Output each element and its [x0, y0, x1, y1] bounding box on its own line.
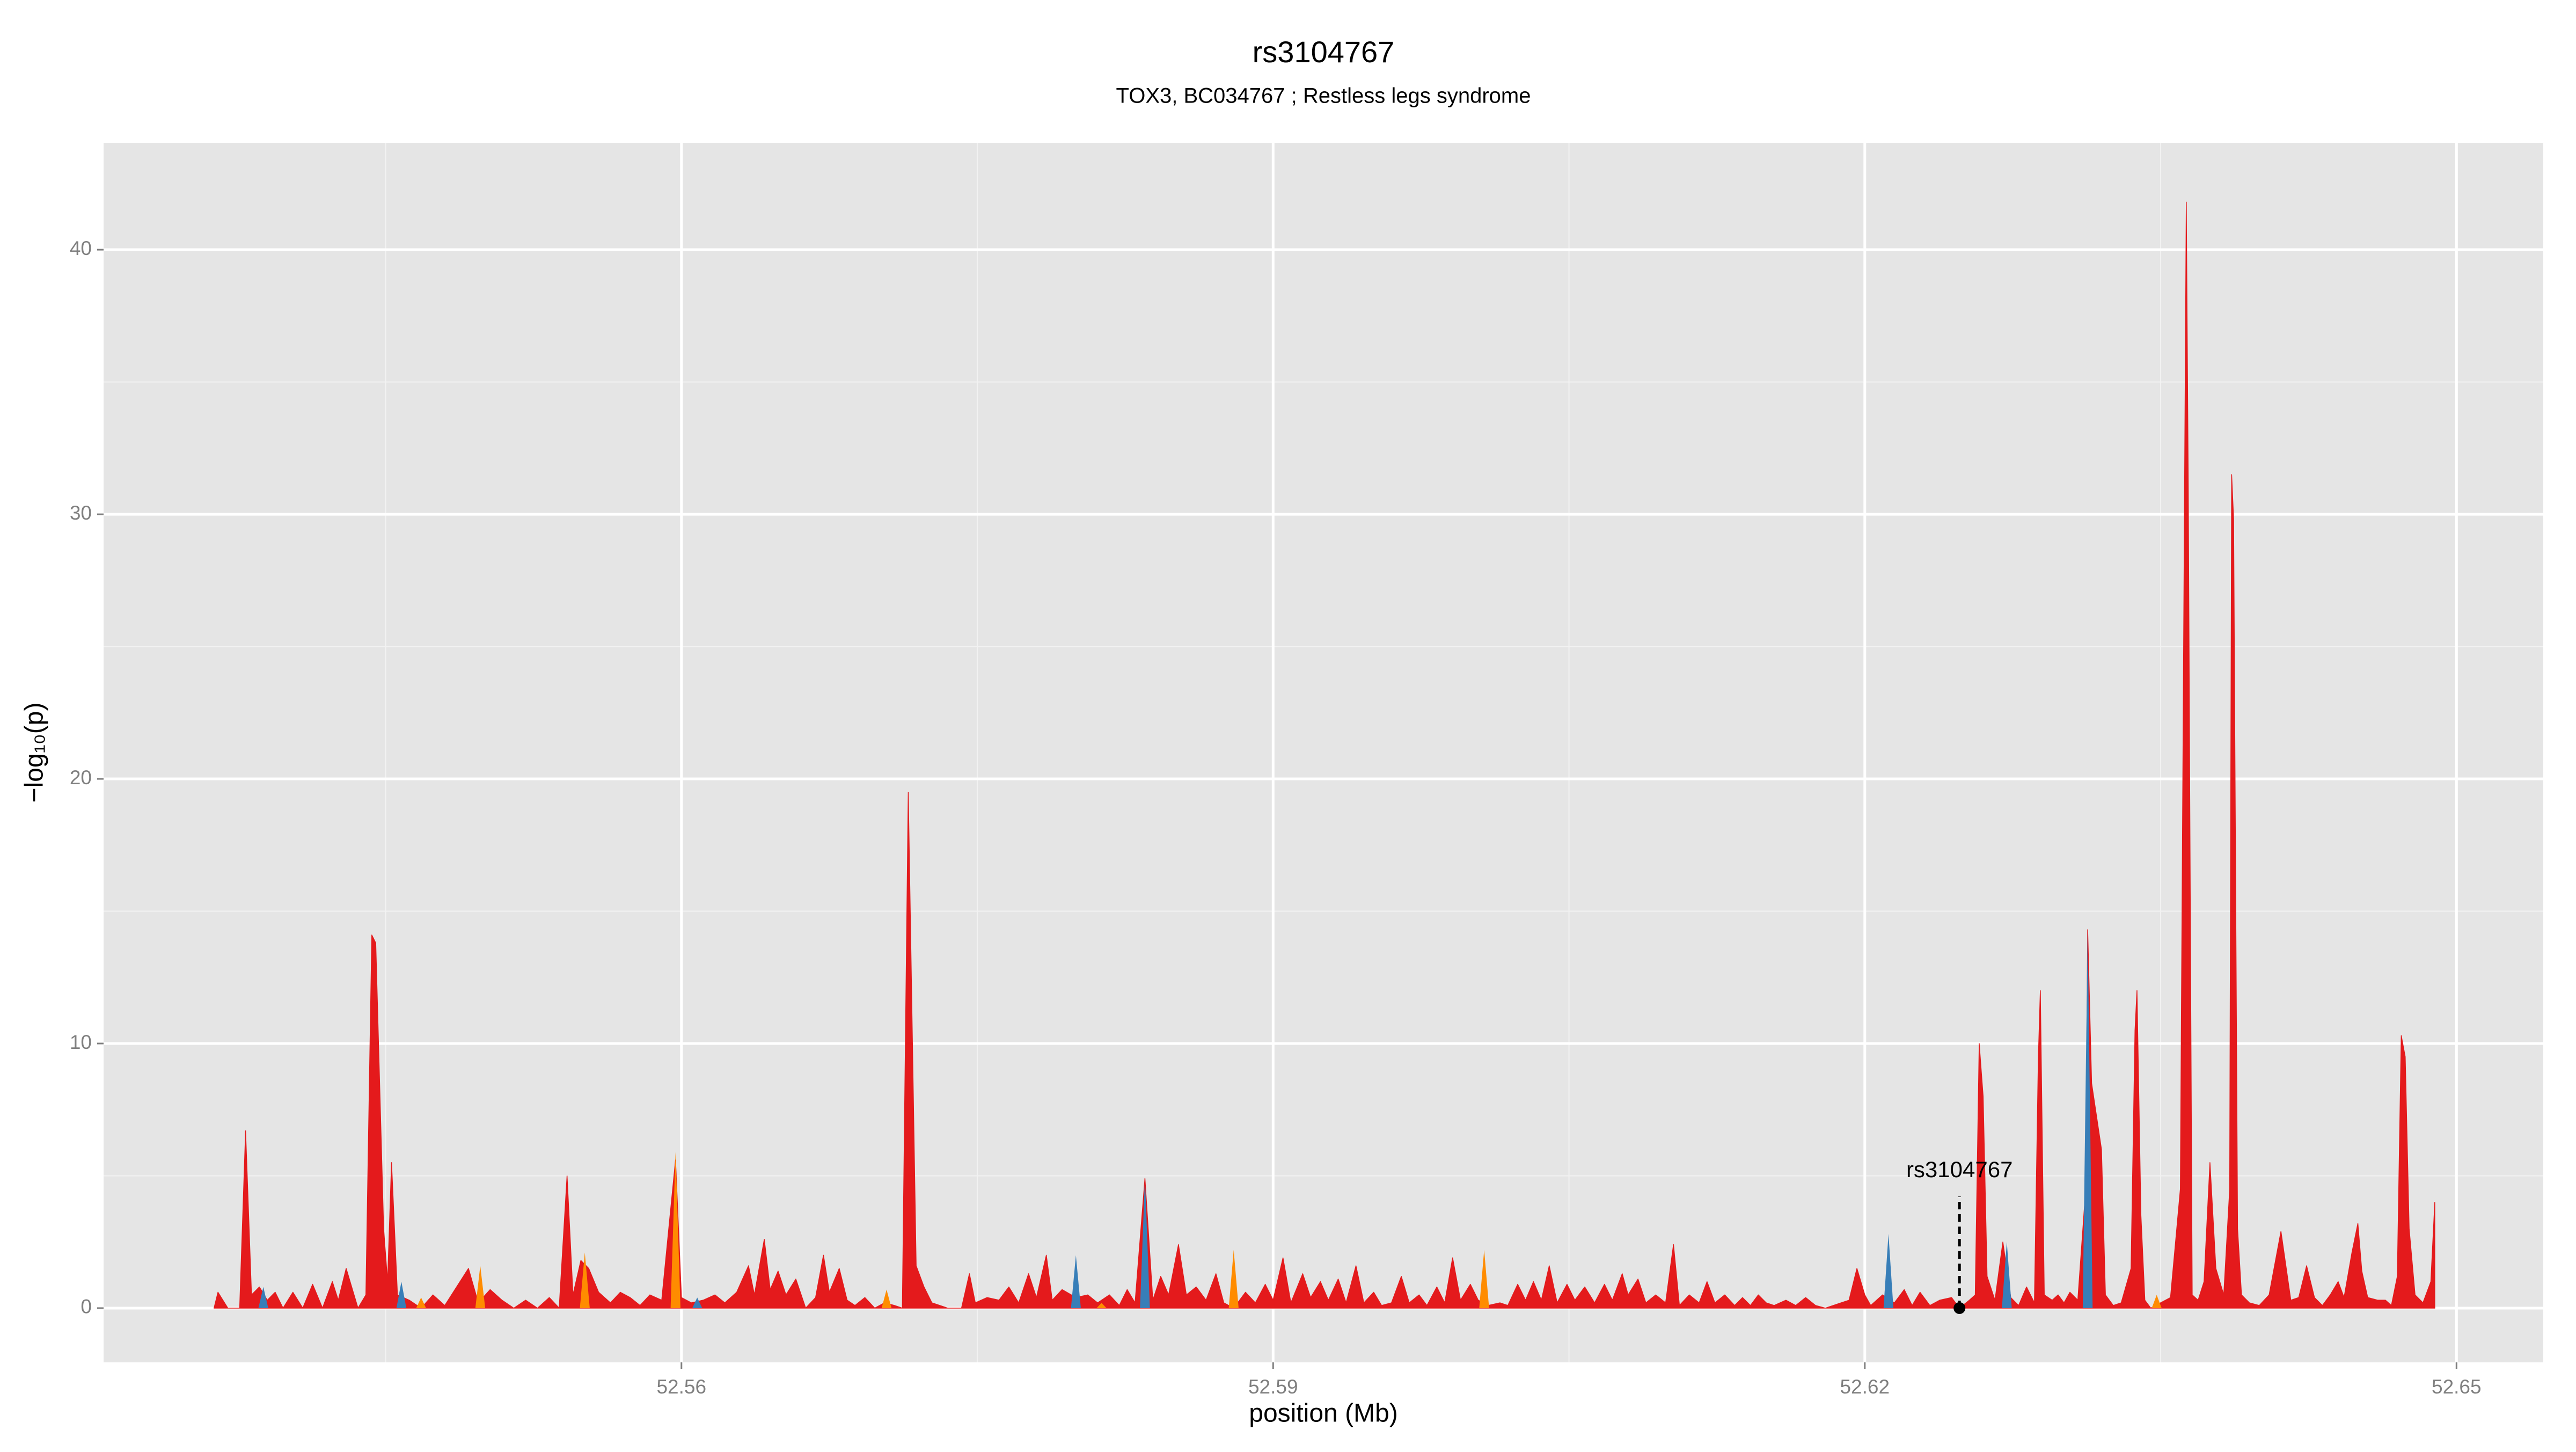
y-tick-label: 30 — [70, 502, 92, 524]
spike — [881, 1289, 892, 1308]
chart-subtitle: TOX3, BC034767 ; Restless legs syndrome — [1116, 84, 1531, 108]
y-tick-label: 0 — [80, 1296, 92, 1318]
spike — [580, 1252, 590, 1308]
x-axis-label: position (Mb) — [1249, 1399, 1397, 1428]
spike — [670, 1152, 680, 1308]
spike — [692, 1297, 702, 1308]
y-axis-label: −log₁₀(p) — [20, 703, 49, 803]
spike — [2151, 1295, 2162, 1308]
spike — [1071, 1255, 1081, 1308]
spike — [396, 1281, 407, 1308]
spike — [1883, 1234, 1894, 1308]
spike — [416, 1297, 426, 1308]
spike — [2082, 930, 2093, 1308]
y-tick-label: 10 — [70, 1031, 92, 1053]
spike — [475, 1266, 486, 1308]
chart-title: rs3104767 — [1253, 35, 1395, 69]
annotation-point — [1953, 1302, 1966, 1314]
y-tick-label: 40 — [70, 237, 92, 259]
spike — [1228, 1250, 1239, 1308]
x-tick-label: 52.56 — [656, 1376, 706, 1398]
x-tick-label: 52.62 — [1840, 1376, 1890, 1398]
area — [214, 201, 2435, 1309]
spike — [1096, 1303, 1107, 1308]
spike — [258, 1287, 268, 1308]
spike — [1479, 1250, 1489, 1308]
spike — [1140, 1178, 1150, 1308]
annotation-label: rs3104767 — [1906, 1157, 2013, 1182]
x-tick-label: 52.65 — [2432, 1376, 2482, 1398]
x-tick-label: 52.59 — [1248, 1376, 1298, 1398]
y-tick-label: 20 — [70, 767, 92, 789]
plot-panel — [104, 143, 2543, 1362]
spike — [2002, 1242, 2012, 1308]
